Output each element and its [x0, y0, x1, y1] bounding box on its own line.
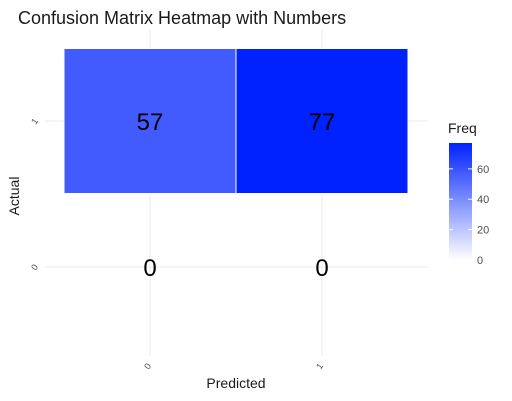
cell-label-actual-0-predicted-1: 0: [315, 255, 328, 282]
legend-ticks: 0 20 40 60: [449, 164, 489, 267]
legend-title: Freq: [448, 120, 477, 136]
legend-tick-label-3: 60: [477, 164, 489, 176]
y-axis-ticks: 01: [29, 116, 40, 272]
x-tick-label-1: 1: [314, 361, 325, 371]
heatmap-cell-labels: 57 77 0 0: [137, 109, 336, 282]
x-tick-label-0: 0: [142, 361, 153, 371]
y-axis-title: Actual: [6, 177, 22, 216]
y-tick-label-0: 0: [29, 262, 40, 272]
y-tick-label-1: 1: [29, 116, 40, 126]
cell-label-actual-0-predicted-0: 0: [143, 255, 156, 282]
legend-colorbar: [449, 143, 472, 260]
legend-tick-label-2: 40: [477, 194, 489, 206]
x-axis-title: Predicted: [206, 375, 265, 391]
legend: Freq 0 20 40 60: [448, 120, 489, 267]
legend-tick-label-0: 0: [477, 255, 483, 267]
heatmap-cells: [63, 48, 409, 194]
heatmap-cell-actual-1-predicted-1: [235, 48, 409, 194]
heatmap-cell-actual-1-predicted-0: [63, 48, 237, 194]
legend-tick-label-1: 20: [477, 225, 489, 237]
cell-label-actual-1-predicted-0: 57: [137, 109, 164, 136]
chart-title: Confusion Matrix Heatmap with Numbers: [18, 8, 346, 28]
cell-label-actual-1-predicted-1: 77: [309, 109, 336, 136]
